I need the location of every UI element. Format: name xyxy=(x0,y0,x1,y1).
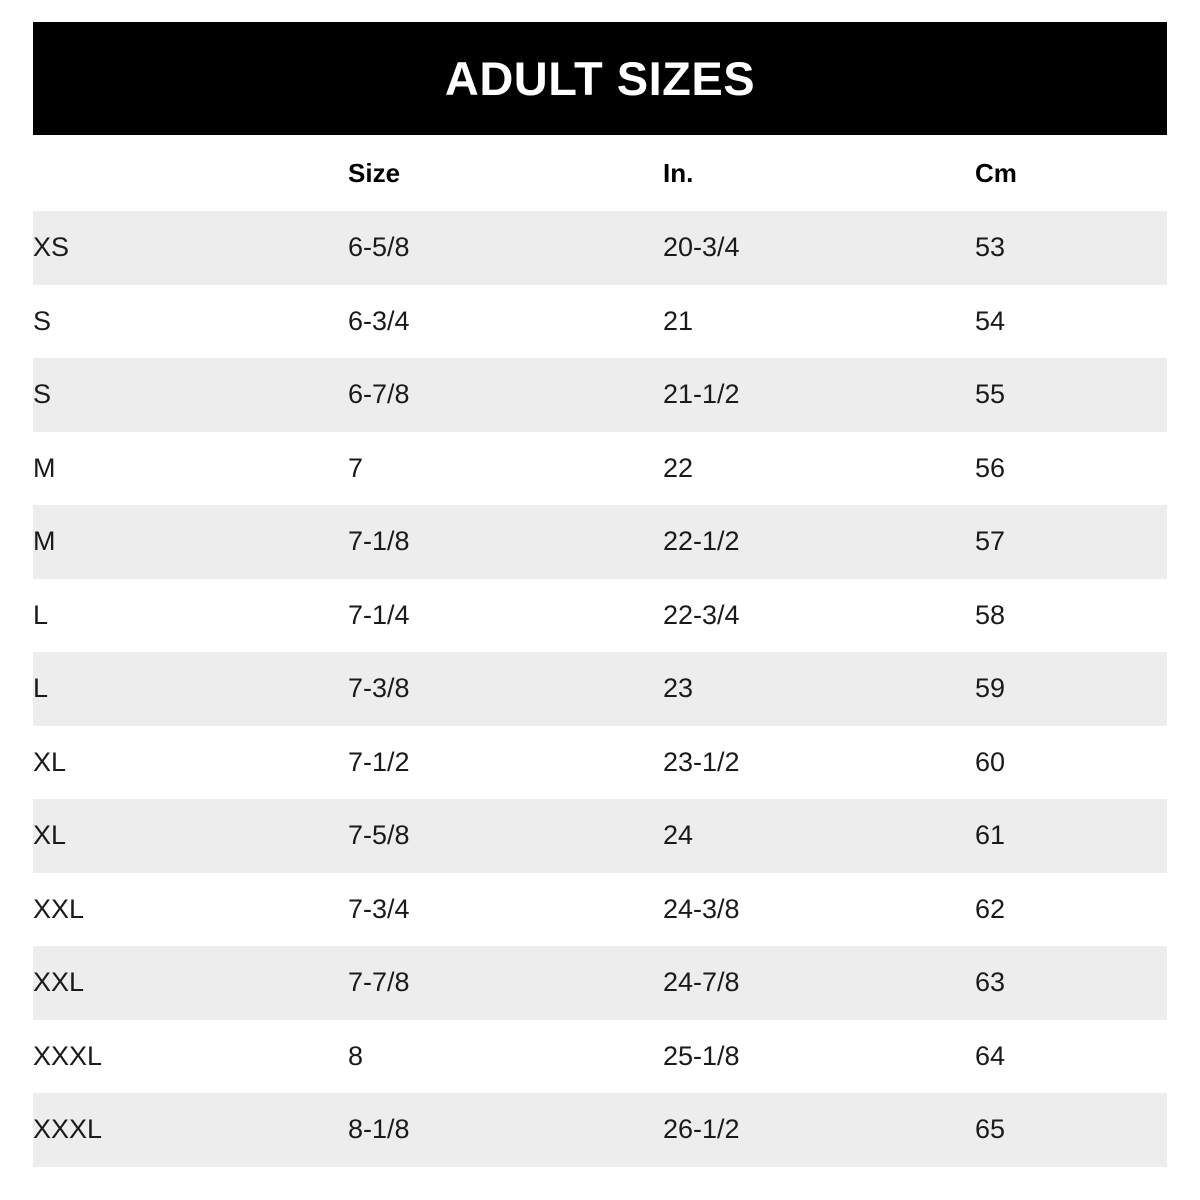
cell-size: 8 xyxy=(348,1040,364,1071)
page-title: ADULT SIZES xyxy=(444,52,756,105)
cell-label: M xyxy=(33,526,56,557)
table-row: XL 7-1/2 23-1/2 60 xyxy=(33,725,1167,799)
cell-label: S xyxy=(33,379,52,410)
cell-size: 7-1/8 xyxy=(348,526,410,557)
cell-in: 24 xyxy=(663,820,694,851)
cell-size: 7-7/8 xyxy=(348,967,410,998)
cell-in: 21-1/2 xyxy=(663,379,740,410)
cell-in: 20-3/4 xyxy=(663,232,740,263)
cell-in: 24-7/8 xyxy=(663,967,740,998)
table-row: M 7-1/8 22-1/2 57 xyxy=(33,505,1167,579)
cell-cm: 63 xyxy=(975,967,1006,998)
cell-size: 7-3/4 xyxy=(348,893,410,924)
cell-label: XXL xyxy=(33,893,85,924)
column-header-inches: In. xyxy=(663,157,694,188)
cell-in: 23 xyxy=(663,673,694,704)
cell-label: XL xyxy=(33,746,67,777)
cell-in: 22-3/4 xyxy=(663,599,740,630)
cell-label: S xyxy=(33,305,52,336)
table-row: L 7-1/4 22-3/4 58 xyxy=(33,578,1167,652)
cell-cm: 59 xyxy=(975,673,1006,704)
cell-cm: 61 xyxy=(975,820,1006,851)
table-row: XL 7-5/8 24 61 xyxy=(33,799,1167,873)
table-body: XS 6-5/8 20-3/4 53 S 6-3/4 21 54 S 6-7/8 21-1/2 55 M… xyxy=(33,211,1167,1167)
cell-size: 8-1/8 xyxy=(348,1114,410,1145)
table-row: S 6-7/8 21-1/2 55 xyxy=(33,358,1167,432)
cell-label: XL xyxy=(33,820,67,851)
cell-in: 23-1/2 xyxy=(663,746,740,777)
cell-cm: 58 xyxy=(975,599,1006,630)
table-header-row: Size In. Cm xyxy=(33,135,1167,211)
table-row: M 7 22 56 xyxy=(33,431,1167,505)
cell-in: 26-1/2 xyxy=(663,1114,740,1145)
cell-cm: 65 xyxy=(975,1114,1006,1145)
table-row: XS 6-5/8 20-3/4 53 xyxy=(33,211,1167,285)
table-head: Size In. Cm xyxy=(33,135,1167,211)
cell-in: 24-3/8 xyxy=(663,893,740,924)
size-chart: ADULT SIZES Size In. Cm XS 6-5/8 20-3/4 53 S… xyxy=(33,22,1167,1167)
table-row: XXL 7-3/4 24-3/8 62 xyxy=(33,872,1167,946)
column-header-cm: Cm xyxy=(975,157,1017,188)
cell-in: 21 xyxy=(663,305,694,336)
cell-label: L xyxy=(33,673,49,704)
cell-label: XXXL xyxy=(33,1040,103,1071)
cell-label: XXL xyxy=(33,967,85,998)
cell-size: 7-5/8 xyxy=(348,820,410,851)
size-table: Size In. Cm XS 6-5/8 20-3/4 53 S 6-3/4 21 54 S 6-… xyxy=(33,135,1167,1167)
cell-label: L xyxy=(33,599,49,630)
cell-size: 7-3/8 xyxy=(348,673,410,704)
cell-cm: 53 xyxy=(975,232,1006,263)
table-row: S 6-3/4 21 54 xyxy=(33,284,1167,358)
table-row: L 7-3/8 23 59 xyxy=(33,652,1167,726)
table-row: XXXL 8 25-1/8 64 xyxy=(33,1019,1167,1093)
table-row: XXXL 8-1/8 26-1/2 65 xyxy=(33,1093,1167,1167)
cell-size: 6-7/8 xyxy=(348,379,410,410)
cell-cm: 56 xyxy=(975,452,1006,483)
cell-in: 25-1/8 xyxy=(663,1040,740,1071)
cell-in: 22 xyxy=(663,452,694,483)
cell-in: 22-1/2 xyxy=(663,526,740,557)
cell-cm: 57 xyxy=(975,526,1006,557)
cell-size: 6-5/8 xyxy=(348,232,410,263)
table-row: XXL 7-7/8 24-7/8 63 xyxy=(33,946,1167,1020)
cell-size: 7-1/2 xyxy=(348,746,410,777)
cell-cm: 62 xyxy=(975,893,1006,924)
cell-size: 7-1/4 xyxy=(348,599,410,630)
cell-cm: 54 xyxy=(975,305,1006,336)
cell-cm: 60 xyxy=(975,746,1006,777)
column-header-size-label xyxy=(33,135,348,211)
cell-size: 6-3/4 xyxy=(348,305,410,336)
cell-size: 7 xyxy=(348,452,364,483)
cell-cm: 64 xyxy=(975,1040,1006,1071)
column-header-size: Size xyxy=(348,157,401,188)
cell-label: XS xyxy=(33,232,70,263)
cell-label: M xyxy=(33,452,56,483)
chart-title-band: ADULT SIZES xyxy=(33,22,1167,135)
cell-label: XXXL xyxy=(33,1114,103,1145)
cell-cm: 55 xyxy=(975,379,1006,410)
